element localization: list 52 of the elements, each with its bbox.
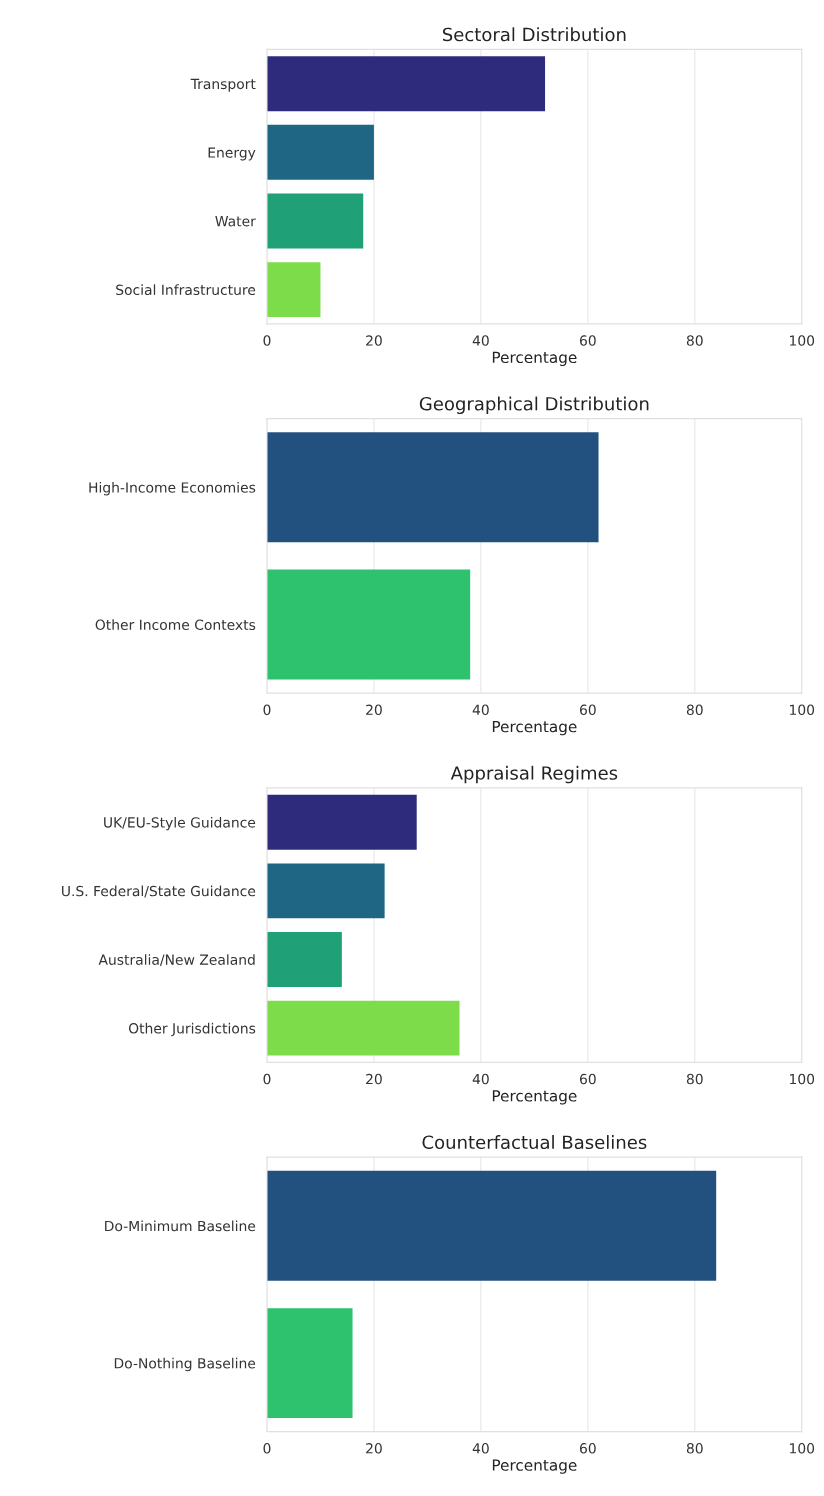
- bar: [266, 932, 342, 987]
- bar: [266, 124, 374, 180]
- x-axis-title: Percentage: [492, 351, 577, 367]
- y-tick-label: U.S. Federal/State Guidance: [62, 885, 256, 898]
- x-tick-label: 100: [790, 704, 815, 716]
- chart-title: Sectoral Distribution: [442, 27, 626, 42]
- x-axis-title: Percentage: [492, 1459, 577, 1474]
- x-tick-label: 40: [472, 704, 489, 716]
- chart-title: Geographical Distribution: [419, 396, 649, 415]
- bar: [266, 56, 546, 112]
- bar: [266, 794, 417, 850]
- x-tick-label: 60: [579, 1443, 596, 1454]
- y-tick-label: Australia/New Zealand: [98, 954, 255, 967]
- x-tick-label: 80: [686, 1073, 703, 1085]
- y-tick-label: Water: [215, 216, 256, 227]
- x-axis-title: Percentage: [492, 1090, 577, 1105]
- x-tick-label: 40: [472, 335, 489, 346]
- bar: [266, 262, 321, 318]
- x-tick-label: 20: [366, 704, 382, 716]
- y-tick-label: UK/EU-Style Guidance: [104, 816, 256, 831]
- bar: [266, 1000, 460, 1056]
- y-tick-label: Other Income Contexts: [95, 619, 256, 630]
- y-tick-label: Social Infrastructure: [116, 284, 256, 296]
- y-tick-label: Energy: [208, 147, 256, 161]
- x-tick-label: 40: [472, 1073, 489, 1085]
- x-tick-label: 20: [366, 1443, 382, 1454]
- x-tick-label: 80: [686, 704, 703, 716]
- x-tick-label: 40: [472, 1443, 489, 1454]
- x-tick-label: 100: [790, 1073, 815, 1085]
- bar: [266, 863, 385, 919]
- x-tick-label: 80: [686, 1443, 703, 1454]
- y-tick-label: Do-Minimum Baseline: [105, 1220, 256, 1232]
- x-tick-label: 0: [263, 704, 271, 716]
- y-tick-label: Other Jurisdictions: [128, 1022, 256, 1037]
- bar: [266, 193, 364, 249]
- x-tick-label: 60: [579, 704, 596, 716]
- x-tick-label: 100: [790, 1443, 815, 1454]
- x-tick-label: 0: [263, 335, 271, 346]
- x-tick-label: 20: [366, 1073, 382, 1085]
- x-tick-label: 60: [579, 335, 596, 346]
- x-tick-label: 0: [263, 1443, 271, 1454]
- chart-title: Appraisal Regimes: [450, 765, 618, 784]
- x-tick-label: 0: [263, 1073, 271, 1085]
- y-tick-label: Do-Nothing Baseline: [114, 1357, 256, 1372]
- x-tick-label: 20: [366, 335, 382, 346]
- x-axis-title: Percentage: [492, 720, 577, 736]
- x-tick-label: 60: [579, 1073, 596, 1085]
- chart-title: Counterfactual Baselines: [422, 1135, 647, 1150]
- x-tick-label: 80: [686, 335, 703, 346]
- x-tick-label: 100: [790, 335, 815, 346]
- y-tick-label: High-Income Economies: [89, 481, 256, 496]
- y-tick-label: Transport: [190, 78, 256, 92]
